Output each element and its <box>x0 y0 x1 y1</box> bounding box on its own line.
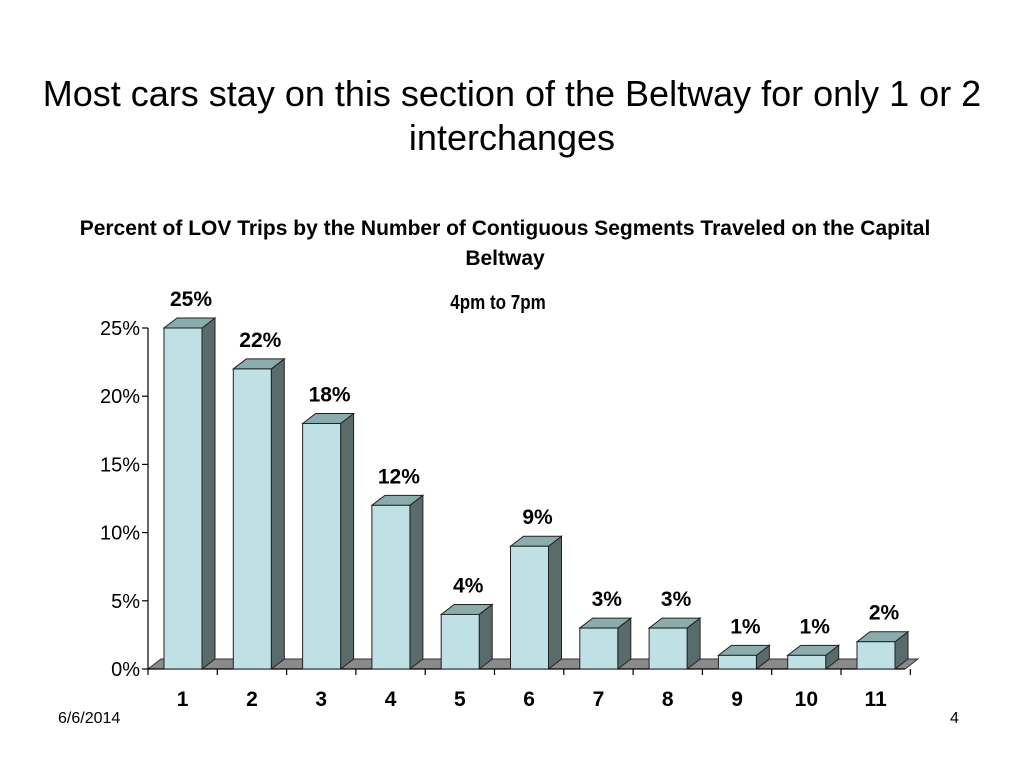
bar-side <box>201 316 216 671</box>
chart-title: Percent of LOV Trips by the Number of Co… <box>79 217 931 270</box>
bar <box>370 494 425 671</box>
bar <box>855 630 910 671</box>
bar-front <box>302 422 342 670</box>
bar-front <box>648 627 688 670</box>
x-tick-label: 3 <box>315 688 327 711</box>
bar-side <box>409 494 424 671</box>
data-label: 1% <box>730 615 761 638</box>
bar-front <box>440 613 480 670</box>
chart-axes: 0% 5% 10% 15% 20% 25% <box>100 318 911 681</box>
bar <box>716 644 771 671</box>
bar-front <box>579 627 619 670</box>
data-label: 18% <box>309 383 351 406</box>
x-tick-label: 6 <box>523 688 535 711</box>
data-label: 12% <box>378 465 420 488</box>
bar-side <box>340 412 355 671</box>
x-tick-label: 5 <box>454 688 466 711</box>
data-label: 1% <box>800 615 831 638</box>
y-tick-label: 25% <box>100 318 140 340</box>
data-label: 25% <box>170 288 212 311</box>
bar <box>231 357 286 671</box>
x-tick-label: 9 <box>731 688 743 711</box>
bar-front <box>510 545 549 670</box>
bar <box>509 535 563 671</box>
data-label: 2% <box>869 602 900 625</box>
bar-side <box>270 357 285 671</box>
bar <box>301 412 356 671</box>
x-tick-label: 2 <box>246 688 258 711</box>
x-tick-label: 10 <box>795 688 818 711</box>
chart-bars <box>162 316 910 671</box>
bar-front <box>163 327 203 670</box>
bar-front <box>371 504 411 670</box>
data-label: 22% <box>239 329 281 352</box>
data-label: 9% <box>522 506 553 529</box>
y-tick-label: 5% <box>111 591 140 613</box>
x-tick-label: 4 <box>385 688 397 711</box>
bar-side <box>548 535 562 671</box>
data-label: 3% <box>592 588 623 611</box>
chart-subtitle: 4pm to 7pm <box>450 292 546 314</box>
bar <box>439 603 494 671</box>
footer-date: 6/6/2014 <box>58 710 121 727</box>
y-tick-label: 15% <box>100 454 140 476</box>
bar <box>578 617 633 671</box>
bar-side <box>478 603 493 671</box>
x-tick-label: 11 <box>865 688 888 711</box>
y-tick-label: 0% <box>111 659 140 681</box>
x-tick-label: 1 <box>177 688 189 711</box>
bar-front <box>856 641 896 670</box>
bar-front <box>717 654 757 670</box>
y-tick-label: 10% <box>100 523 140 545</box>
bar <box>162 316 217 671</box>
footer-page-number: 4 <box>950 710 959 727</box>
x-tick-label: 7 <box>593 688 605 711</box>
bar-front <box>787 654 827 670</box>
bar <box>647 617 702 671</box>
y-tick-label: 20% <box>100 386 140 408</box>
x-tick-label: 8 <box>662 688 674 711</box>
chart-labels: 25% 1 22% 2 18% 3 12% 4 4% 5 9% 6 3% 7 3% 8 1% 9 1% 10 2% 11 <box>170 288 900 711</box>
data-label: 4% <box>453 574 484 597</box>
bar <box>786 644 841 671</box>
slide-title: Most cars stay on this section of the Be… <box>42 73 982 158</box>
data-label: 3% <box>661 588 692 611</box>
bar-front <box>232 368 272 670</box>
